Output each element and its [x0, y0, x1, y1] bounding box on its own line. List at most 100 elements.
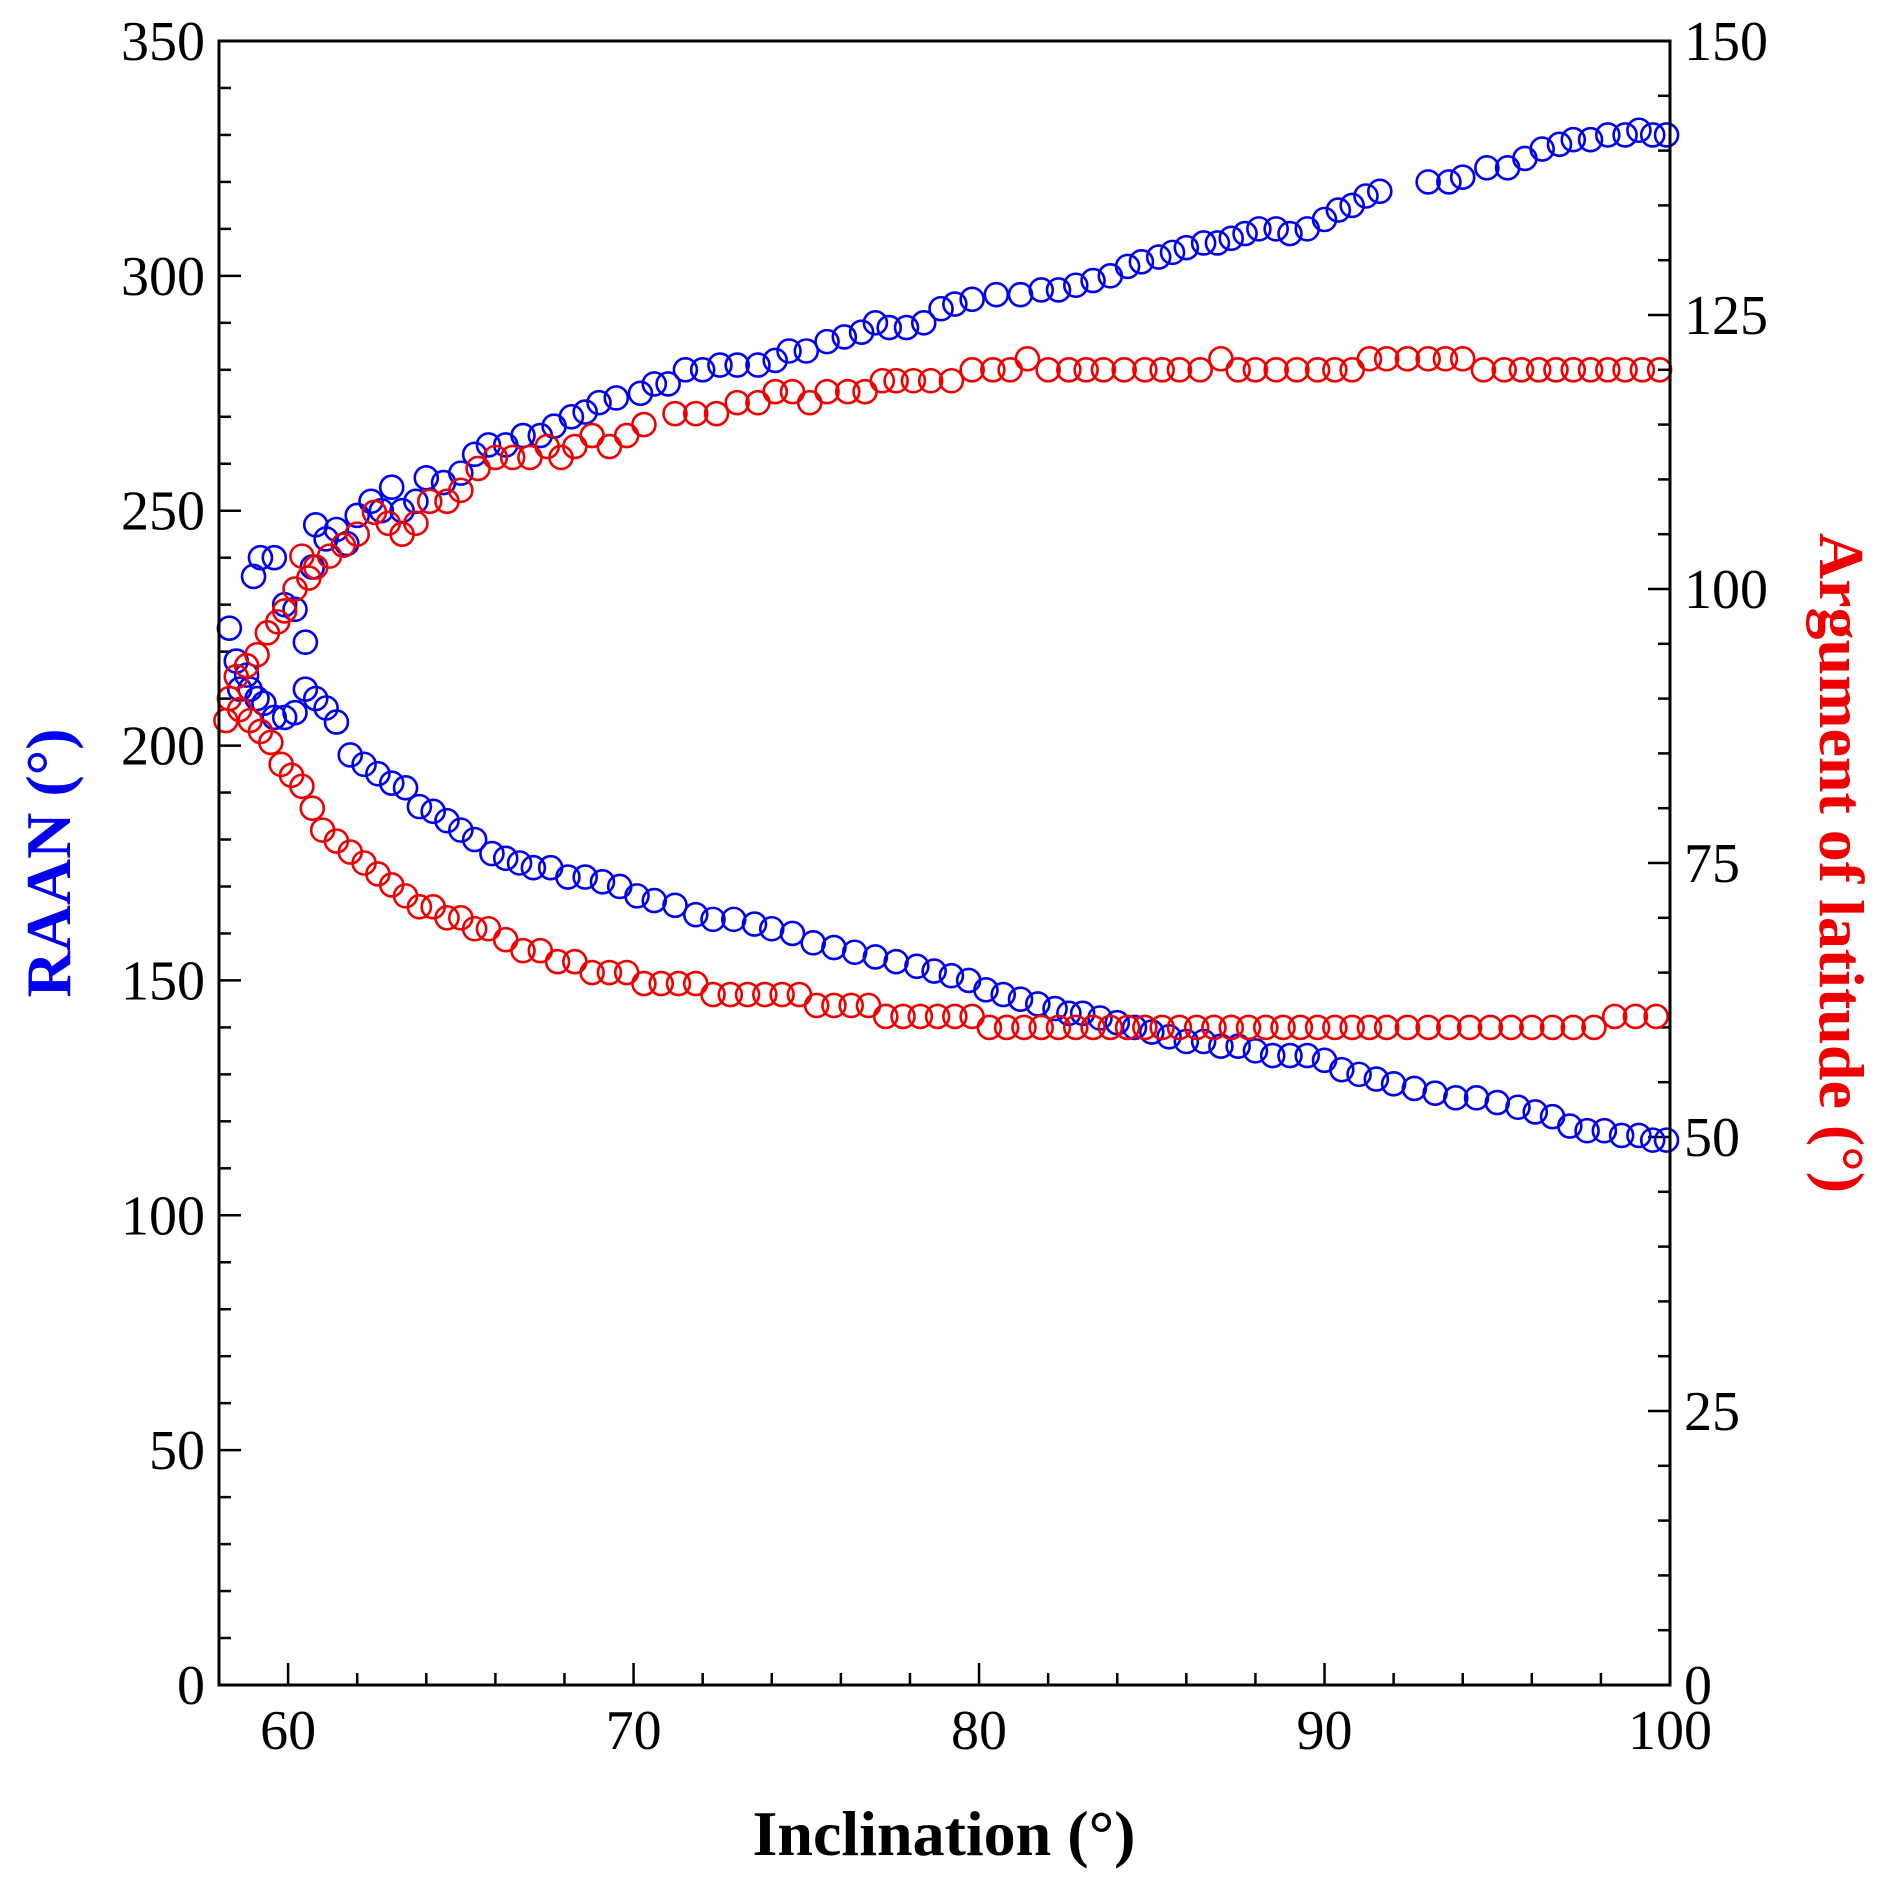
x-tick-label: 70 [606, 1700, 662, 1762]
raan-point [1612, 122, 1638, 148]
argument-of-latitude-point [724, 389, 751, 416]
raan-point [724, 352, 751, 378]
raan-point [434, 807, 460, 834]
raan-point [1353, 183, 1379, 209]
raan-point [1591, 1117, 1618, 1144]
argument-of-latitude-point [1028, 1014, 1055, 1041]
argument-of-latitude-point [1394, 346, 1421, 372]
raan-point [1263, 216, 1289, 242]
raan-point [928, 295, 954, 322]
raan-point [1159, 239, 1186, 266]
x-axis-title: Inclination (°) [753, 1798, 1136, 1869]
raan-point [862, 310, 889, 336]
raan-point [990, 981, 1017, 1008]
raan-point [1474, 155, 1500, 181]
argument-of-latitude-point [852, 378, 878, 405]
argument-of-latitude-point [448, 477, 474, 504]
argument-of-latitude-point [648, 970, 675, 997]
series-argument-of-latitude [213, 346, 1673, 1041]
y-right-tick-label: 50 [1684, 1107, 1740, 1169]
raan-point [876, 314, 903, 341]
argument-of-latitude-point [1284, 356, 1310, 383]
argument-of-latitude-point [1322, 1014, 1348, 1041]
raan-point [506, 850, 533, 876]
argument-of-latitude-point [1339, 356, 1365, 383]
argument-of-latitude-point [1356, 346, 1383, 372]
argument-of-latitude-point [993, 1014, 1020, 1041]
y-left-tick-label: 150 [121, 950, 205, 1012]
raan-point [475, 432, 502, 458]
raan-point [1639, 122, 1666, 148]
raan-point [1190, 230, 1217, 256]
raan-point [831, 324, 858, 350]
argument-of-latitude-point [475, 915, 502, 942]
x-tick-label: 80 [951, 1700, 1007, 1762]
argument-of-latitude-point [1543, 356, 1569, 383]
argument-of-latitude-point [959, 356, 985, 383]
raan-point [282, 596, 308, 623]
y-left-tick-label: 0 [177, 1655, 205, 1717]
raan-point [862, 944, 889, 970]
raan-point [448, 817, 474, 843]
raan-point [641, 371, 668, 397]
raan-point [1436, 169, 1462, 195]
argument-of-latitude-point [461, 915, 488, 942]
raan-point [378, 474, 405, 501]
argument-of-latitude-point [1339, 1014, 1365, 1041]
argument-of-latitude-point [434, 904, 460, 931]
argument-of-latitude-point [682, 970, 709, 997]
raan-point [942, 291, 968, 317]
argument-of-latitude-point [1449, 346, 1476, 372]
argument-of-latitude-point [244, 641, 270, 668]
argument-of-latitude-point [1456, 1014, 1483, 1041]
axis-ticks [217, 39, 1672, 1687]
raan-point [1574, 1117, 1600, 1144]
y-left-tick-label: 200 [121, 716, 205, 778]
raan-point [1546, 131, 1573, 158]
argument-of-latitude-point [869, 367, 896, 394]
argument-of-latitude-point [924, 1003, 951, 1030]
argument-of-latitude-point [499, 444, 526, 471]
argument-of-latitude-point [596, 959, 623, 986]
raan-point [1114, 253, 1141, 280]
argument-of-latitude-point [980, 356, 1006, 383]
plot-frame [217, 39, 1672, 1687]
raan-point [1145, 244, 1172, 270]
argument-of-latitude-point [579, 422, 605, 449]
raan-point [216, 615, 243, 641]
raan-point [1363, 1066, 1390, 1092]
raan-point [337, 742, 364, 768]
raan-point [406, 793, 433, 820]
argument-of-latitude-point [1498, 1014, 1524, 1041]
argument-of-latitude-point [1560, 356, 1587, 383]
raan-point [1422, 1080, 1448, 1106]
argument-of-latitude-point [762, 378, 789, 405]
y-left-tick-label: 50 [149, 1420, 205, 1482]
raan-point [282, 699, 308, 726]
raan-point [1529, 136, 1555, 162]
argument-of-latitude-point [1252, 1014, 1279, 1041]
raan-point [1277, 1042, 1303, 1069]
argument-of-latitude-point [1622, 1003, 1649, 1030]
raan-point [1259, 1042, 1286, 1069]
argument-of-latitude-point [1073, 356, 1099, 383]
argument-of-latitude-point [821, 992, 847, 1019]
argument-of-latitude-point [682, 400, 709, 427]
raan-point [627, 380, 654, 407]
argument-of-latitude-point [517, 444, 543, 471]
raan-point [448, 460, 474, 486]
x-tick-label: 90 [1297, 1700, 1353, 1762]
argument-of-latitude-point [1114, 1014, 1141, 1041]
argument-of-latitude-point [579, 959, 605, 986]
argument-of-latitude-point [976, 1014, 1003, 1041]
argument-of-latitude-point [959, 1003, 985, 1030]
raan-point [555, 864, 581, 890]
argument-of-latitude-point [1373, 346, 1400, 372]
raan-point [1577, 126, 1604, 153]
raan-point [662, 892, 688, 919]
raan-point [904, 953, 930, 980]
argument-of-latitude-point [1014, 346, 1041, 372]
raan-point [1232, 220, 1258, 247]
argument-of-latitude-point [1525, 356, 1552, 383]
